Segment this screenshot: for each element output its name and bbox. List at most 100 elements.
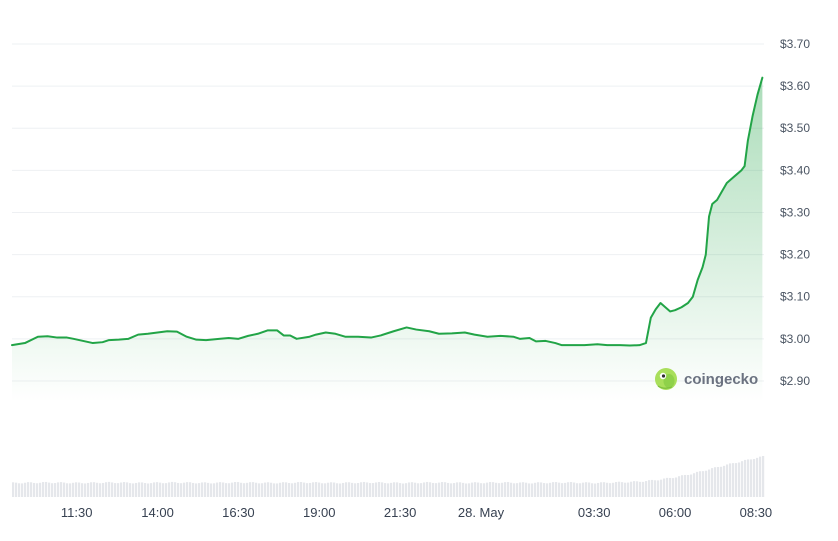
volume-bar xyxy=(117,483,120,497)
volume-bar xyxy=(579,483,582,497)
volume-bar xyxy=(738,462,741,497)
volume-bar xyxy=(294,482,297,497)
volume-bar xyxy=(537,482,540,497)
volume-bar xyxy=(165,483,168,497)
volume-bar xyxy=(213,483,216,497)
y-tick-label: $3.60 xyxy=(780,79,810,93)
volume-bar xyxy=(159,482,162,497)
y-tick-label: $3.50 xyxy=(780,121,810,135)
x-tick-label: 28. May xyxy=(458,505,505,520)
volume-bar xyxy=(87,482,90,497)
volume-bar xyxy=(564,482,567,497)
volume-bar xyxy=(444,482,447,497)
volume-bar xyxy=(309,482,312,497)
volume-bar xyxy=(315,482,318,497)
volume-bar xyxy=(693,473,696,497)
volume-bar xyxy=(57,482,60,497)
volume-bar xyxy=(246,482,249,497)
x-axis: 11:30 14:00 16:30 19:00 21:30 28. May 03:30 06:… xyxy=(61,505,772,520)
volume-bar xyxy=(735,463,738,497)
volume-bar xyxy=(354,483,357,497)
volume-bar xyxy=(762,455,765,497)
volume-bar xyxy=(180,483,183,497)
volume-bar xyxy=(51,483,54,497)
volume-bar xyxy=(384,483,387,497)
volume-bar xyxy=(129,483,132,497)
volume-bar xyxy=(657,480,660,497)
volume-bar xyxy=(633,481,636,497)
volume-bar xyxy=(150,483,153,497)
volume-bar xyxy=(648,480,651,497)
volume-bar xyxy=(234,481,237,497)
volume-bar xyxy=(687,475,690,497)
volume-bar xyxy=(465,483,468,497)
volume-bar xyxy=(12,482,15,497)
volume-bar xyxy=(291,483,294,497)
volume-bar xyxy=(108,481,111,497)
volume-bar xyxy=(99,483,102,497)
volume-bar xyxy=(759,456,762,497)
x-tick-label: 21:30 xyxy=(384,505,417,520)
volume-bar xyxy=(177,482,180,497)
volume-bar xyxy=(528,483,531,497)
volume-bar xyxy=(30,482,33,497)
volume-bar xyxy=(15,482,18,497)
volume-bar xyxy=(714,467,717,497)
volume-bar xyxy=(750,459,753,497)
volume-bar xyxy=(18,483,21,497)
volume-bar xyxy=(447,482,450,497)
volume-bar xyxy=(708,469,711,497)
volume-bar xyxy=(681,475,684,497)
volume-bar xyxy=(54,483,57,497)
volume-bar xyxy=(204,482,207,497)
volume-bar xyxy=(219,482,222,497)
volume-bar xyxy=(258,483,261,497)
volume-bar xyxy=(678,476,681,497)
volume-bar xyxy=(525,482,528,497)
volume-bar xyxy=(357,482,360,497)
volume-bar xyxy=(264,482,267,497)
volume-bar xyxy=(66,483,69,497)
volume-bar xyxy=(210,483,213,497)
volume-bar xyxy=(171,481,174,497)
volume-bar xyxy=(540,482,543,497)
volume-bar xyxy=(567,482,570,497)
coingecko-watermark: coingecko xyxy=(655,368,758,390)
volume-bar xyxy=(111,482,114,497)
volume-bar xyxy=(576,483,579,497)
volume-bar xyxy=(312,482,315,497)
volume-bar xyxy=(123,482,126,497)
volume-bar xyxy=(441,482,444,497)
volume-bar xyxy=(558,482,561,497)
volume-bar xyxy=(147,483,150,497)
volume-bar xyxy=(114,483,117,497)
volume-bar xyxy=(501,482,504,497)
volume-bar xyxy=(60,482,63,497)
volume-bar xyxy=(588,482,591,497)
volume-bar xyxy=(192,482,195,497)
volume-bar xyxy=(741,461,744,497)
volume-bar xyxy=(372,483,375,497)
volume-bar xyxy=(345,482,348,497)
volume-bar xyxy=(45,481,48,497)
volume-bar xyxy=(141,482,144,497)
volume-bar xyxy=(402,483,405,497)
volume-bars xyxy=(12,455,765,497)
volume-bar xyxy=(519,482,522,497)
volume-bar xyxy=(375,482,378,497)
volume-bar xyxy=(594,483,597,497)
volume-bar xyxy=(369,483,372,497)
volume-bar xyxy=(78,482,81,497)
volume-bar xyxy=(324,483,327,497)
volume-bar xyxy=(744,459,747,497)
volume-bar xyxy=(93,482,96,497)
volume-bar xyxy=(330,482,333,497)
volume-bar xyxy=(561,483,564,497)
volume-bar xyxy=(138,482,141,497)
volume-bar xyxy=(549,482,552,497)
volume-bar xyxy=(270,482,273,497)
volume-bar xyxy=(462,482,465,497)
volume-bar xyxy=(654,480,657,497)
